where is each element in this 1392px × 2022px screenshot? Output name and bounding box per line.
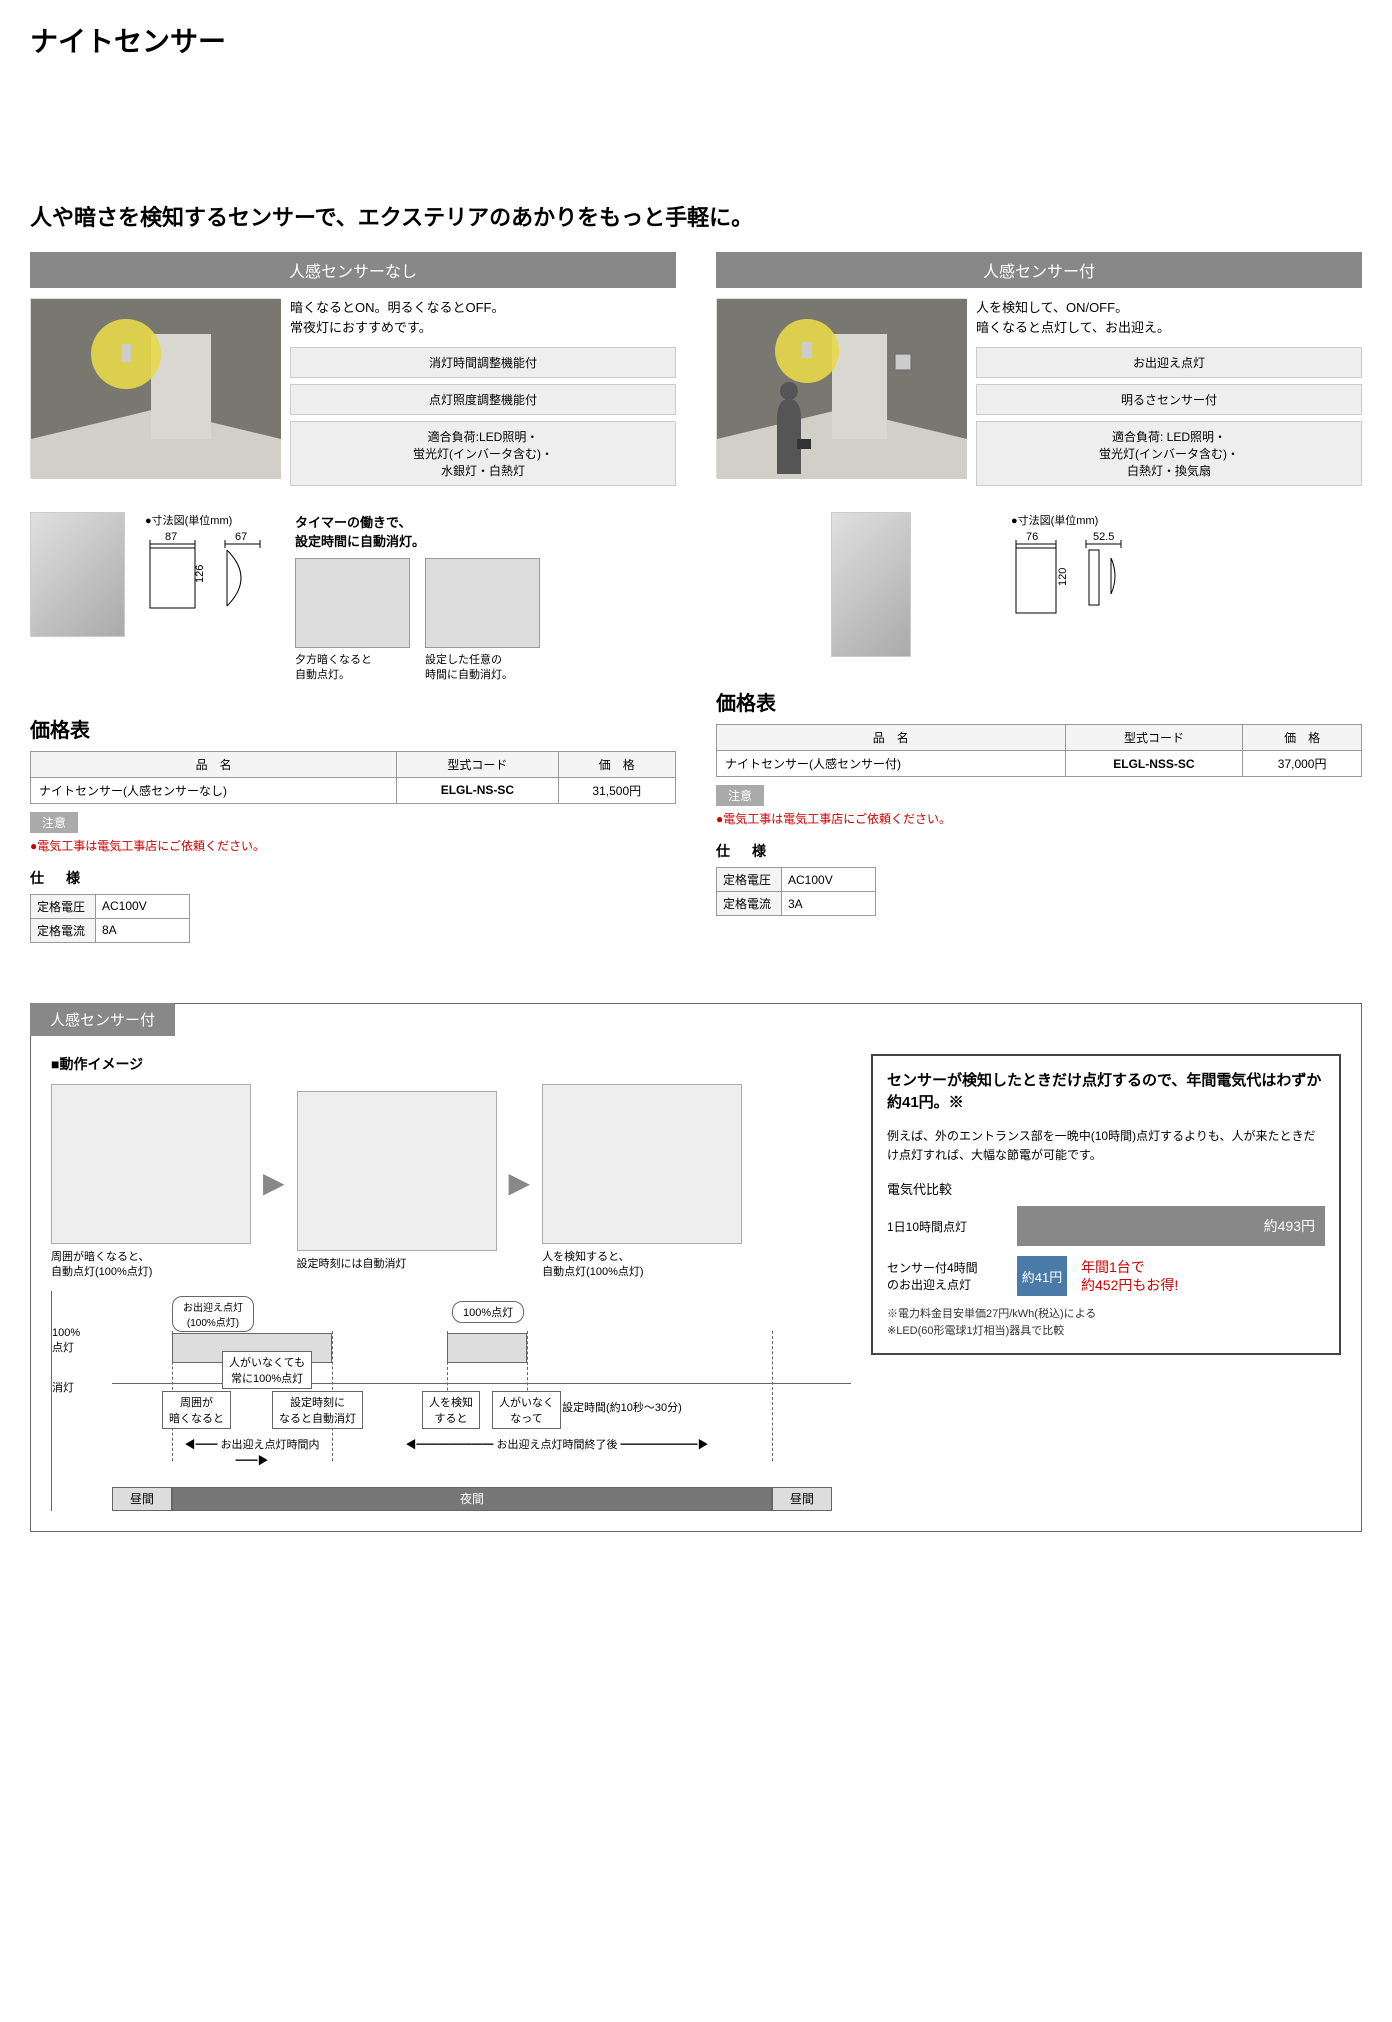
timer-fig-2 [425,558,540,648]
desc-line: 常夜灯におすすめです。 [290,320,432,335]
bar-label: 1日10時間点灯 [887,1218,1007,1235]
price-table-left: 品 名型式コード価 格 ナイトセンサー(人感センサーなし)ELGL-NS-SC3… [30,751,676,804]
price-header: 価格表 [30,714,676,743]
timer-caption: 夕方暗くなると 自動点灯。 [295,653,410,684]
price-table-right: 品 名型式コード価 格 ナイトセンサー(人感センサー付)ELGL-NSS-SC3… [716,724,1362,777]
notice-badge: 注意 [30,812,78,833]
feature-box: 適合負荷: LED照明・ 蛍光灯(インバータ含む)・ 白熱灯・換気扇 [976,421,1362,486]
bar-493: 約493円 [1017,1206,1325,1246]
svg-text:67: 67 [235,531,247,543]
dimension-label: ●寸法図(単位mm) [1011,512,1161,528]
timer-caption: 設定した任意の 時間に自動消灯。 [425,653,540,684]
spec-header: 仕 様 [30,868,676,888]
subtitle: 人や暗さを検知するセンサーで、エクステリアのあかりをもっと手軽に。 [30,200,1362,232]
op-caption: 周囲が暗くなると、 自動点灯(100%点灯) [51,1250,251,1281]
op-caption: 設定時刻には自動消灯 [297,1257,497,1272]
op-caption: 人を検知すると、 自動点灯(100%点灯) [542,1250,742,1281]
scene-illustration-right [716,298,966,478]
notice-text: ●電気工事は電気工事店にご依頼ください。 [716,810,1362,827]
feature-box: 点灯照度調整機能付 [290,384,676,415]
price-header: 価格表 [716,687,1362,716]
svg-text:120: 120 [1057,568,1069,586]
bar-label: センサー付4時間 のお出迎え点灯 [887,1259,1007,1293]
timer-title: タイマーの働きで、 設定時間に自動消灯。 [295,512,540,550]
feature-box: 明るさセンサー付 [976,384,1362,415]
svg-text:76: 76 [1026,531,1038,543]
feature-box: お出迎え点灯 [976,347,1362,378]
arrow-icon: ▶ [509,1166,531,1199]
timeline-chart: 100% 点灯 消灯 お出迎え点灯 (100%点灯) 100%点灯 [51,1291,851,1511]
savings-lead: センサーが検知したときだけ点灯するので、年間電気代はわずか約41円。※ [887,1070,1325,1115]
operation-title: ■動作イメージ [51,1054,851,1074]
band-no-sensor: 人感センサーなし [30,252,676,288]
svg-text:52.5: 52.5 [1093,531,1114,543]
product-photo-left [30,512,125,637]
dimension-diagram-left: 87 126 67 [145,528,275,638]
band-with-sensor: 人感センサー付 [716,252,1362,288]
feature-box: 消灯時間調整機能付 [290,347,676,378]
notice-badge: 注意 [716,785,764,806]
savings-notes: ※電力料金目安単価27円/kWh(税込)による ※LED(60形電球1灯相当)器… [887,1306,1325,1339]
savings-box: センサーが検知したときだけ点灯するので、年間電気代はわずか約41円。※ 例えば、… [871,1054,1341,1355]
compare-title: 電気代比較 [887,1179,1325,1198]
arrow-icon: ▶ [263,1166,285,1199]
desc-line: 人を検知して、ON/OFF。 [976,300,1128,315]
spec-table-left: 定格電圧AC100V 定格電流8A [30,894,190,943]
timeline-badge: お出迎え点灯 (100%点灯) [172,1296,254,1332]
svg-text:87: 87 [165,531,177,543]
timer-fig-1 [295,558,410,648]
bar-41: 約41円 [1017,1256,1067,1296]
op-figure-2 [297,1091,497,1251]
dimension-diagram-right: 76 120 52.5 [1011,528,1161,638]
spec-header: 仕 様 [716,841,1362,861]
spec-table-right: 定格電圧AC100V 定格電流3A [716,867,876,916]
notice-text: ●電気工事は電気工事店にご依頼ください。 [30,837,676,854]
savings-paragraph: 例えば、外のエントランス部を一晩中(10時間)点灯するよりも、人が来たときだけ点… [887,1127,1325,1165]
op-figure-3 [542,1084,742,1244]
timeline-badge: 100%点灯 [452,1301,524,1323]
dimension-label: ●寸法図(単位mm) [145,512,275,528]
desc-line: 暗くなると点灯して、お出迎え。 [976,320,1170,335]
feature-box: 適合負荷:LED照明・ 蛍光灯(インバータ含む)・ 水銀灯・白熱灯 [290,421,676,486]
info-tab: 人感センサー付 [30,1003,175,1036]
info-panel: 人感センサー付 ■動作イメージ 周囲が暗くなると、 自動点灯(100%点灯) ▶… [30,1003,1362,1532]
product-photo-right [831,512,911,657]
page-title: ナイトセンサー [30,20,1362,60]
desc-line: 暗くなるとON。明るくなるとOFF。 [290,300,505,315]
svg-text:126: 126 [194,565,206,583]
scene-illustration-left [30,298,280,478]
op-figure-1 [51,1084,251,1244]
savings-callout: 年間1台で 約452円もお得! [1081,1258,1178,1294]
